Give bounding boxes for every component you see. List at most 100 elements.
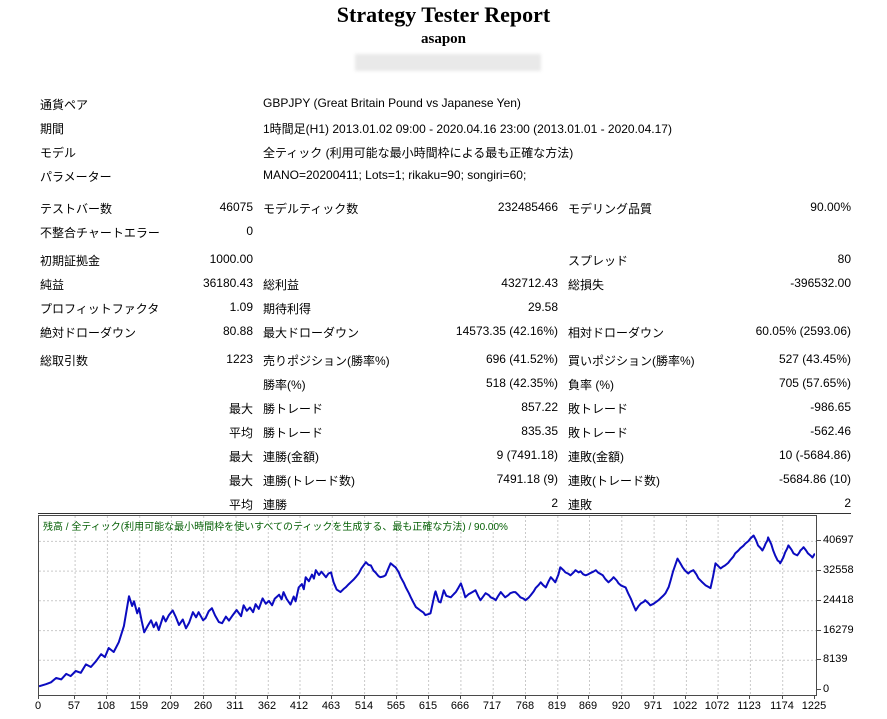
row-label: 総損失 [568, 278, 605, 292]
row-value: 7491.18 (9) [496, 472, 558, 486]
row-label: モデル [40, 146, 77, 160]
table-row: 絶対ドローダウン 80.88 最大ドローダウン 14573.35 (42.16%) 相対… [40, 324, 851, 348]
row-label: 連勝(金額) [263, 450, 319, 464]
row-value: 80.88 [222, 324, 253, 338]
row-label: 不整合チャートエラー [40, 226, 160, 240]
row-label: 売りポジション(勝率%) [263, 354, 390, 368]
row-value: 80 [837, 252, 851, 266]
row-label: 最大ドローダウン [263, 326, 360, 340]
row-value: 最大 [228, 474, 253, 488]
y-axis-tick [817, 689, 821, 690]
row-label: 期間 [40, 122, 65, 136]
table-bottom-rule [38, 513, 851, 514]
row-label: 勝トレード [263, 426, 324, 440]
y-axis-label: 0 [823, 683, 830, 695]
x-axis-label: 463 [321, 700, 341, 712]
x-axis-tick [782, 696, 783, 699]
settings-section: 通貨ペア GBPJPY (Great Britain Pound vs Japan… [40, 96, 851, 192]
x-axis-label: 869 [578, 700, 598, 712]
table-row: プロフィットファクタ 1.09 期待利得 29.58 [40, 300, 851, 324]
y-axis-tick [817, 600, 821, 601]
row-value: 857.22 [521, 400, 558, 414]
x-axis-label: 412 [289, 700, 309, 712]
table-row: モデル 全ティック (利用可能な最小時間枠による最も正確な方法) [40, 144, 851, 168]
x-axis-tick [814, 696, 815, 699]
x-axis-label: 362 [257, 700, 277, 712]
row-value: 90.00% [810, 200, 851, 214]
row-value: -5684.86 (10) [778, 472, 851, 486]
table-row: 最大 連勝(金額) 9 (7491.18) 連敗(金額) 10 (-5684.86) [40, 448, 851, 472]
row-label: 通貨ペア [40, 98, 89, 112]
row-label: 連敗(トレード数) [568, 474, 660, 488]
row-label: 連敗(金額) [568, 450, 624, 464]
row-label: 純益 [40, 278, 65, 292]
x-axis-tick [203, 696, 204, 699]
x-axis-label: 0 [34, 700, 42, 712]
x-axis-tick [364, 696, 365, 699]
row-value: 全ティック (利用可能な最小時間枠による最も正確な方法) [263, 146, 574, 160]
x-axis-tick [267, 696, 268, 699]
row-value: 835.35 [521, 424, 558, 438]
row-value: 232485466 [497, 200, 558, 214]
table-row: 不整合チャートエラー 0 [40, 224, 851, 248]
row-label: 勝トレード [263, 402, 324, 416]
row-label: 勝率(%) [263, 378, 306, 392]
x-axis-tick [139, 696, 140, 699]
x-axis-label: 971 [643, 700, 663, 712]
x-axis-label: 615 [418, 700, 438, 712]
trades-section: 総取引数 1223 売りポジション(勝率%) 696 (41.52%) 買いポジション(… [40, 352, 851, 520]
x-axis-label: 717 [482, 700, 502, 712]
row-value: -986.65 [810, 400, 851, 414]
row-value: 平均 [228, 426, 253, 440]
y-axis-label: 24418 [823, 594, 854, 606]
row-value: 10 (-5684.86) [778, 448, 851, 462]
row-label: モデリング品質 [568, 202, 653, 216]
row-value: 0 [246, 224, 253, 238]
x-axis-tick [331, 696, 332, 699]
x-axis-label: 920 [611, 700, 631, 712]
report-title: Strategy Tester Report [336, 2, 551, 27]
row-value: 1000.00 [209, 252, 253, 266]
x-axis-tick [299, 696, 300, 699]
y-axis-label: 8139 [823, 653, 848, 665]
x-axis-label: 108 [96, 700, 116, 712]
row-value: 最大 [228, 402, 253, 416]
table-row: 通貨ペア GBPJPY (Great Britain Pound vs Japan… [40, 96, 851, 120]
row-label: プロフィットファクタ [40, 302, 160, 316]
x-axis-label: 311 [226, 700, 244, 712]
x-axis-label: 1072 [704, 700, 730, 712]
balance-line [39, 534, 816, 688]
x-axis-label: 514 [354, 700, 374, 712]
row-value: GBPJPY (Great Britain Pound vs Japanese … [263, 96, 521, 110]
row-value: 60.05% (2593.06) [755, 324, 851, 338]
redacted-broker-info [355, 54, 541, 71]
x-axis-label: 666 [450, 700, 470, 712]
table-row: 平均 連勝 2 連敗 2 [40, 496, 851, 520]
row-label: テストバー数 [40, 202, 113, 216]
row-value: 46075 [219, 200, 253, 214]
row-value: 696 (41.52%) [485, 352, 558, 366]
x-axis-tick [396, 696, 397, 699]
row-label: 敗トレード [568, 402, 629, 416]
table-row: 期間 1時間足(H1) 2013.01.02 09:00 - 2020.04.16… [40, 120, 851, 144]
y-axis-label: 40697 [823, 534, 854, 546]
row-label: 敗トレード [568, 426, 629, 440]
table-row: 最大 勝トレード 857.22 敗トレード -986.65 [40, 400, 851, 424]
row-label: スプレッド [568, 254, 629, 268]
x-axis-label: 819 [547, 700, 567, 712]
row-label: 連勝 [263, 498, 288, 512]
x-axis-tick [106, 696, 107, 699]
equity-curve-plot [39, 516, 816, 695]
row-value: 1.09 [229, 300, 253, 314]
y-axis-tick [817, 659, 821, 660]
y-axis-label: 32558 [823, 564, 854, 576]
x-axis-tick [38, 696, 39, 699]
row-label: 相対ドローダウン [568, 326, 665, 340]
x-axis-tick [557, 696, 558, 699]
row-label: モデルティック数 [263, 202, 359, 216]
x-axis-tick [588, 696, 589, 699]
x-axis-tick [492, 696, 493, 699]
modelling-section: テストバー数 46075 モデルティック数 232485466 モデリング品質 90.00… [40, 200, 851, 248]
row-value: 1223 [226, 352, 253, 366]
x-axis-label: 159 [129, 700, 149, 712]
